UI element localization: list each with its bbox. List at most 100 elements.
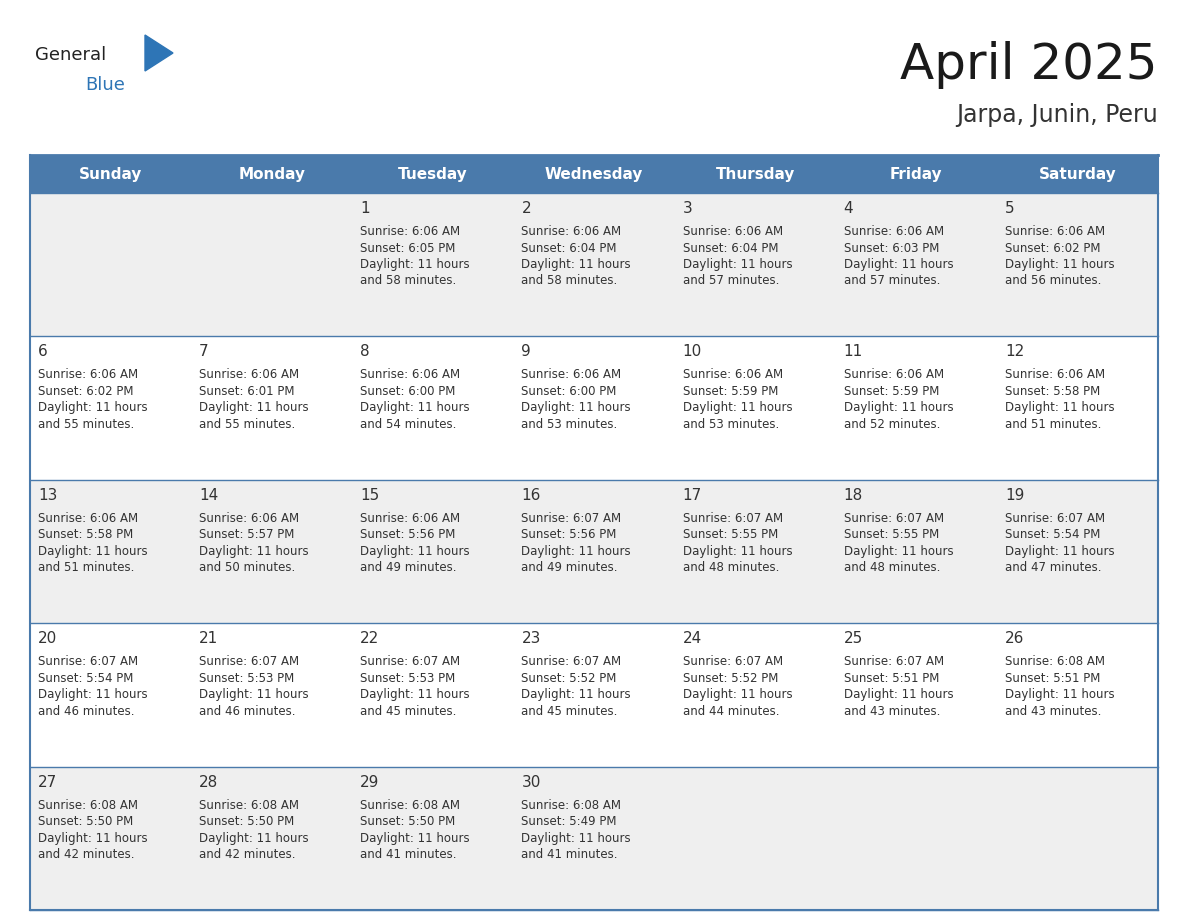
Text: Sunrise: 6:06 AM: Sunrise: 6:06 AM: [360, 512, 461, 525]
Text: Jarpa, Junin, Peru: Jarpa, Junin, Peru: [956, 103, 1158, 127]
Text: Sunset: 6:05 PM: Sunset: 6:05 PM: [360, 241, 456, 254]
Text: and 50 minutes.: and 50 minutes.: [200, 561, 296, 575]
Text: Daylight: 11 hours: Daylight: 11 hours: [843, 258, 953, 271]
Text: Daylight: 11 hours: Daylight: 11 hours: [38, 401, 147, 414]
Text: Daylight: 11 hours: Daylight: 11 hours: [843, 401, 953, 414]
Text: and 57 minutes.: and 57 minutes.: [843, 274, 940, 287]
Text: Daylight: 11 hours: Daylight: 11 hours: [38, 832, 147, 845]
Polygon shape: [145, 35, 173, 71]
Text: Sunrise: 6:06 AM: Sunrise: 6:06 AM: [843, 368, 943, 381]
Bar: [675, 767, 835, 910]
Bar: [191, 480, 353, 623]
Text: Daylight: 11 hours: Daylight: 11 hours: [38, 544, 147, 558]
Text: Sunset: 5:50 PM: Sunset: 5:50 PM: [38, 815, 133, 828]
Bar: [835, 193, 997, 336]
Bar: [997, 767, 1158, 910]
Text: and 46 minutes.: and 46 minutes.: [38, 705, 134, 718]
Text: 16: 16: [522, 487, 541, 503]
Text: and 51 minutes.: and 51 minutes.: [38, 561, 134, 575]
Text: Sunset: 6:04 PM: Sunset: 6:04 PM: [683, 241, 778, 254]
Text: and 48 minutes.: and 48 minutes.: [843, 561, 940, 575]
Text: Sunrise: 6:07 AM: Sunrise: 6:07 AM: [522, 512, 621, 525]
Text: Sunset: 5:58 PM: Sunset: 5:58 PM: [38, 528, 133, 542]
Text: Sunrise: 6:06 AM: Sunrise: 6:06 AM: [522, 368, 621, 381]
Text: Daylight: 11 hours: Daylight: 11 hours: [1005, 258, 1114, 271]
Bar: [513, 767, 675, 910]
Text: and 44 minutes.: and 44 minutes.: [683, 705, 779, 718]
Text: Sunset: 5:50 PM: Sunset: 5:50 PM: [200, 815, 295, 828]
Text: 25: 25: [843, 632, 862, 646]
Text: Sunset: 5:55 PM: Sunset: 5:55 PM: [843, 528, 939, 542]
Bar: [513, 336, 675, 480]
Text: Daylight: 11 hours: Daylight: 11 hours: [38, 688, 147, 701]
Bar: [191, 767, 353, 910]
Text: Sunday: Sunday: [78, 166, 143, 182]
Bar: [353, 623, 513, 767]
Text: and 52 minutes.: and 52 minutes.: [843, 418, 940, 431]
Bar: [30, 480, 191, 623]
Text: Sunset: 5:51 PM: Sunset: 5:51 PM: [843, 672, 939, 685]
Text: Sunset: 5:52 PM: Sunset: 5:52 PM: [683, 672, 778, 685]
Bar: [997, 336, 1158, 480]
Text: Sunrise: 6:06 AM: Sunrise: 6:06 AM: [360, 225, 461, 238]
Text: and 55 minutes.: and 55 minutes.: [38, 418, 134, 431]
Bar: [675, 623, 835, 767]
Bar: [30, 623, 191, 767]
Text: Daylight: 11 hours: Daylight: 11 hours: [360, 688, 470, 701]
Text: Sunrise: 6:06 AM: Sunrise: 6:06 AM: [843, 225, 943, 238]
Text: Daylight: 11 hours: Daylight: 11 hours: [683, 258, 792, 271]
Text: 30: 30: [522, 775, 541, 789]
Bar: [191, 623, 353, 767]
Text: Sunrise: 6:07 AM: Sunrise: 6:07 AM: [38, 655, 138, 668]
Text: Daylight: 11 hours: Daylight: 11 hours: [683, 401, 792, 414]
Text: Sunrise: 6:06 AM: Sunrise: 6:06 AM: [1005, 368, 1105, 381]
Text: Daylight: 11 hours: Daylight: 11 hours: [360, 544, 470, 558]
Text: 14: 14: [200, 487, 219, 503]
Bar: [513, 193, 675, 336]
Text: Sunrise: 6:06 AM: Sunrise: 6:06 AM: [360, 368, 461, 381]
Text: 6: 6: [38, 344, 48, 360]
Text: Sunset: 5:56 PM: Sunset: 5:56 PM: [522, 528, 617, 542]
Text: Daylight: 11 hours: Daylight: 11 hours: [1005, 544, 1114, 558]
Text: General: General: [34, 46, 106, 64]
Bar: [30, 193, 191, 336]
Bar: [353, 767, 513, 910]
Bar: [835, 623, 997, 767]
Text: 9: 9: [522, 344, 531, 360]
Text: 7: 7: [200, 344, 209, 360]
Text: Sunrise: 6:06 AM: Sunrise: 6:06 AM: [38, 368, 138, 381]
Bar: [675, 336, 835, 480]
Text: 29: 29: [360, 775, 380, 789]
Text: 1: 1: [360, 201, 369, 216]
Text: Sunset: 6:04 PM: Sunset: 6:04 PM: [522, 241, 617, 254]
Text: Sunrise: 6:06 AM: Sunrise: 6:06 AM: [683, 368, 783, 381]
Text: Sunrise: 6:07 AM: Sunrise: 6:07 AM: [522, 655, 621, 668]
Text: Sunrise: 6:07 AM: Sunrise: 6:07 AM: [683, 512, 783, 525]
Text: and 41 minutes.: and 41 minutes.: [522, 848, 618, 861]
Bar: [353, 480, 513, 623]
Text: Sunrise: 6:06 AM: Sunrise: 6:06 AM: [683, 225, 783, 238]
Text: 18: 18: [843, 487, 862, 503]
Text: Sunrise: 6:07 AM: Sunrise: 6:07 AM: [200, 655, 299, 668]
Text: 5: 5: [1005, 201, 1015, 216]
Text: Daylight: 11 hours: Daylight: 11 hours: [200, 688, 309, 701]
Text: Friday: Friday: [890, 166, 942, 182]
Text: Thursday: Thursday: [715, 166, 795, 182]
Bar: [835, 480, 997, 623]
Text: Daylight: 11 hours: Daylight: 11 hours: [360, 401, 470, 414]
Text: Sunrise: 6:06 AM: Sunrise: 6:06 AM: [1005, 225, 1105, 238]
Text: Daylight: 11 hours: Daylight: 11 hours: [200, 544, 309, 558]
Text: 12: 12: [1005, 344, 1024, 360]
Text: 15: 15: [360, 487, 379, 503]
Text: Blue: Blue: [86, 76, 125, 94]
Text: Sunset: 6:00 PM: Sunset: 6:00 PM: [360, 385, 456, 397]
Bar: [513, 480, 675, 623]
Text: 4: 4: [843, 201, 853, 216]
Text: Daylight: 11 hours: Daylight: 11 hours: [200, 401, 309, 414]
Bar: [997, 193, 1158, 336]
Text: and 46 minutes.: and 46 minutes.: [200, 705, 296, 718]
Text: Sunset: 6:03 PM: Sunset: 6:03 PM: [843, 241, 939, 254]
Text: Daylight: 11 hours: Daylight: 11 hours: [522, 544, 631, 558]
Text: and 41 minutes.: and 41 minutes.: [360, 848, 456, 861]
Text: and 56 minutes.: and 56 minutes.: [1005, 274, 1101, 287]
